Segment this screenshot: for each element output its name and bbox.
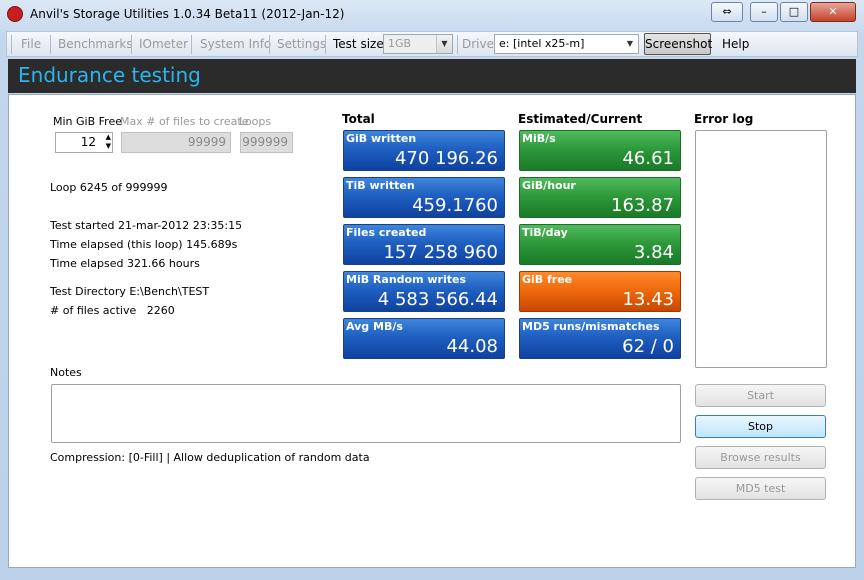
- app-icon: [7, 6, 23, 22]
- tile-value: 44.08: [446, 336, 498, 357]
- section-title: Total: [342, 112, 375, 126]
- menu-item[interactable]: Settings: [277, 37, 327, 51]
- header-title: Endurance testing: [18, 63, 201, 87]
- tile-label: GiB free: [522, 273, 573, 286]
- status-line: Time elapsed 321.66 hours: [50, 257, 200, 270]
- start-button[interactable]: Start: [695, 384, 826, 407]
- tile-value: 3.84: [633, 242, 674, 263]
- min-free-input[interactable]: 12 ▲ ▼: [55, 132, 113, 153]
- status-line: Test Directory E:\Bench\TEST: [50, 285, 210, 298]
- header: Endurance testing: [8, 59, 856, 93]
- tile-label: Files created: [346, 226, 427, 239]
- separator: [325, 35, 326, 54]
- tile-label: MD5 runs/mismatches: [522, 320, 660, 333]
- compression-text: Compression: [0-Fill] | Allow deduplicat…: [50, 451, 370, 464]
- menu-bar: File Benchmarks IOmeter System Info Sett…: [6, 31, 858, 57]
- stat-tile: MD5 runs/mismatches 62 / 0: [519, 318, 681, 359]
- drive-combo[interactable]: e: [intel x25-m] ▼: [494, 34, 639, 54]
- field-value: 999999: [242, 135, 288, 149]
- tile-label: GiB/hour: [522, 179, 576, 192]
- test-size-label: Test size: [333, 37, 384, 51]
- field-label: Min GiB Free: [53, 115, 122, 128]
- field-value: 99999: [187, 135, 226, 149]
- tile-label: TiB written: [346, 179, 415, 192]
- content: Min GiB Free 12 ▲ ▼ Max # of files to crea…: [8, 94, 856, 568]
- stop-button[interactable]: Stop: [695, 415, 826, 438]
- drive-value: e: [intel x25-m]: [499, 37, 585, 50]
- tile-value: 459.1760: [412, 195, 498, 216]
- max-files-input[interactable]: 99999: [121, 132, 231, 153]
- dropdown-arrow: ▼: [436, 35, 452, 53]
- close-button[interactable]: ✕: [810, 2, 856, 22]
- separator: [191, 35, 192, 54]
- stat-tile: MiB/s 46.61: [519, 130, 681, 171]
- tile-value: 13.43: [622, 289, 674, 310]
- dropdown-arrow: ▼: [622, 35, 638, 53]
- menu-item[interactable]: IOmeter: [139, 37, 189, 51]
- tile-label: MiB/s: [522, 132, 556, 145]
- status-line: # of files active 2260: [50, 304, 175, 317]
- tile-value: 46.61: [622, 148, 674, 169]
- stat-tile: Avg MB/s 44.08: [343, 318, 505, 359]
- test-size-combo[interactable]: 1GB ▼: [383, 34, 453, 54]
- separator: [50, 35, 51, 54]
- tile-label: Avg MB/s: [346, 320, 403, 333]
- swap-button[interactable]: ⇔: [711, 2, 743, 22]
- menu-item[interactable]: System Info: [200, 37, 272, 51]
- help-menu[interactable]: Help: [722, 37, 750, 51]
- tile-value: 4 583 566.44: [377, 289, 498, 310]
- tile-label: MiB Random writes: [346, 273, 467, 286]
- md5-button[interactable]: MD5 test: [695, 477, 826, 500]
- menu-item[interactable]: File: [21, 37, 42, 51]
- notes-box[interactable]: [51, 384, 681, 443]
- tile-value: 157 258 960: [383, 242, 498, 263]
- stat-tile: TiB/day 3.84: [519, 224, 681, 265]
- tile-value: 470 196.26: [394, 148, 498, 169]
- browse-button[interactable]: Browse results: [695, 446, 826, 469]
- window-title: Anvil's Storage Utilities 1.0.34 Beta11 …: [30, 7, 345, 21]
- field-label: Max # of files to create: [120, 115, 249, 128]
- separator: [131, 35, 132, 54]
- tile-label: GiB written: [346, 132, 417, 145]
- tile-label: TiB/day: [522, 226, 568, 239]
- section-title: Estimated/Current: [518, 112, 643, 126]
- stat-tile: MiB Random writes 4 583 566.44: [343, 271, 505, 312]
- separator: [269, 35, 270, 54]
- error-log-box[interactable]: [695, 130, 827, 368]
- test-size-value: 1GB: [388, 37, 412, 50]
- menu-item[interactable]: Benchmarks: [58, 37, 133, 51]
- spin-arrows[interactable]: ▲ ▼: [105, 133, 111, 150]
- status-line: Test started 21-mar-2012 23:35:15: [50, 219, 243, 232]
- loops-input[interactable]: 999999: [240, 132, 293, 153]
- tile-value: 163.87: [611, 195, 674, 216]
- minimize-button[interactable]: –: [750, 2, 778, 22]
- section-title: Error log: [694, 112, 754, 126]
- stat-tile: GiB/hour 163.87: [519, 177, 681, 218]
- notes-label: Notes: [50, 366, 82, 379]
- separator: [457, 35, 458, 54]
- field-value: 12: [80, 135, 96, 149]
- drive-label: Drive: [462, 37, 494, 51]
- separator: [11, 35, 12, 54]
- stat-tile: TiB written 459.1760: [343, 177, 505, 218]
- stat-tile: GiB free 13.43: [519, 271, 681, 312]
- stat-tile: Files created 157 258 960: [343, 224, 505, 265]
- status-line: Loop 6245 of 999999: [50, 181, 168, 194]
- screenshot-button[interactable]: Screenshot: [644, 33, 712, 55]
- field-label: Loops: [239, 115, 272, 128]
- tile-value: 62 / 0: [622, 336, 674, 357]
- stat-tile: GiB written 470 196.26: [343, 130, 505, 171]
- maximize-button[interactable]: □: [780, 2, 808, 22]
- status-line: Time elapsed (this loop) 145.689s: [50, 238, 238, 251]
